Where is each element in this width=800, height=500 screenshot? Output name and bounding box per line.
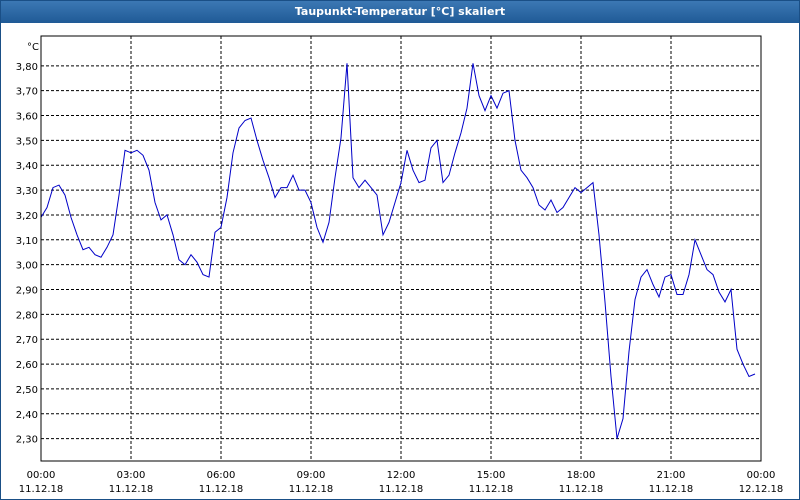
window-title: Taupunkt-Temperatur [°C] skaliert (1, 1, 799, 23)
x-tick-labels: 00:00 11.12.18 03:00 11.12.18 06:00 11.12.18 0… (19, 470, 784, 495)
y-tick-label: 2,70 (16, 335, 38, 346)
x-tick-date: 11.12.18 (19, 484, 64, 495)
x-tick-date: 11.12.18 (649, 484, 694, 495)
x-tick-time: 18:00 (567, 470, 596, 481)
x-tick-date: 11.12.18 (469, 484, 514, 495)
x-tick-date: 12.12.18 (739, 484, 784, 495)
y-tick-label: 2,30 (16, 435, 38, 446)
x-tick-time: 12:00 (387, 470, 416, 481)
y-tick-label: 3,40 (16, 161, 38, 172)
dewpoint-series-line (40, 63, 756, 439)
x-tick-date: 11.12.18 (109, 484, 154, 495)
y-tick-label: 3,70 (16, 87, 38, 98)
y-tick-label: 2,90 (16, 286, 38, 297)
x-tick-time: 00:00 (747, 470, 776, 481)
x-tick-date: 11.12.18 (379, 484, 424, 495)
x-tick-time: 09:00 (297, 470, 326, 481)
y-tick-label: 3,00 (16, 261, 38, 272)
y-tick-label: 2,40 (16, 410, 38, 421)
x-tick-date: 11.12.18 (289, 484, 334, 495)
x-tick-time: 21:00 (657, 470, 686, 481)
x-tick-time: 15:00 (477, 470, 506, 481)
line-layer (40, 63, 756, 439)
y-tick-label: 3,10 (16, 236, 38, 247)
x-tick-time: 06:00 (207, 470, 236, 481)
y-tick-label: 3,80 (16, 62, 38, 73)
y-tick-label: 3,20 (16, 211, 38, 222)
y-axis-label: °C (27, 42, 39, 53)
grid-layer (41, 36, 761, 461)
y-tick-label: 3,60 (16, 112, 38, 123)
x-tick-time: 03:00 (117, 470, 146, 481)
x-tick-date: 11.12.18 (199, 484, 244, 495)
plot-frame (40, 35, 762, 462)
x-tick-time: 00:00 (27, 470, 56, 481)
y-tick-label: 2,80 (16, 310, 38, 321)
y-tick-label: 2,60 (16, 360, 38, 371)
y-tick-labels: 3,80 3,70 3,60 3,50 3,40 3,30 3,20 3,10 3,00 2,90… (16, 62, 38, 446)
y-tick-label: 3,50 (16, 136, 38, 147)
dewpoint-chart: °C 3,80 3,70 3,60 3,50 3,40 3,30 3,20 3,10 3,00 2… (16, 35, 784, 495)
y-tick-label: 2,50 (16, 385, 38, 396)
x-tick-date: 11.12.18 (559, 484, 604, 495)
chart-area: °C 3,80 3,70 3,60 3,50 3,40 3,30 3,20 3,10 3,00 2… (1, 23, 799, 499)
y-tick-label: 3,30 (16, 186, 38, 197)
